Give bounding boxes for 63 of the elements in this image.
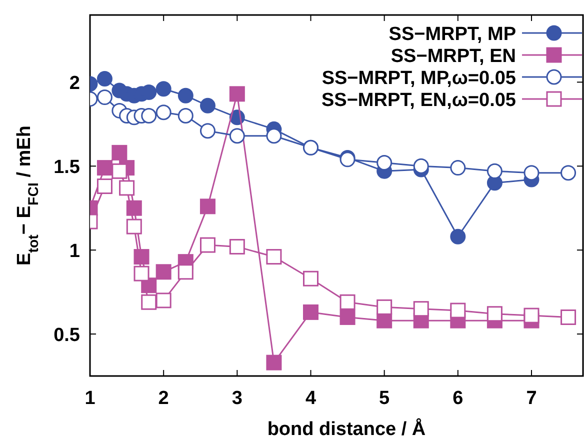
- point: [413, 158, 429, 174]
- point: [200, 198, 216, 214]
- point: [156, 104, 172, 120]
- point: [200, 98, 216, 114]
- x-tick-label: 6: [452, 388, 464, 409]
- point: [96, 71, 112, 87]
- point: [141, 294, 157, 310]
- x-tick-label: 1: [84, 388, 96, 409]
- point: [302, 304, 318, 320]
- legend-label: SS−MRPT, MP: [388, 24, 516, 45]
- y-tick-label: 0.5: [54, 325, 80, 346]
- point: [156, 292, 172, 308]
- point: [200, 237, 216, 253]
- point: [112, 163, 128, 179]
- point: [96, 160, 112, 176]
- point: [340, 294, 356, 310]
- point: [229, 86, 245, 102]
- point: [450, 228, 466, 244]
- legend-label: SS−MRPT, EN,ω=0.05: [321, 90, 516, 111]
- x-axis-title: bond distance / Å: [267, 418, 426, 440]
- y-tick-label: 1: [69, 241, 80, 262]
- point: [376, 299, 392, 315]
- legend-label: SS−MRPT, MP,ω=0.05: [322, 68, 516, 89]
- point: [96, 90, 112, 106]
- point: [141, 108, 157, 124]
- point: [229, 238, 245, 254]
- y-tick-label: 1.5: [54, 157, 80, 178]
- point: [266, 249, 282, 265]
- x-tick-label: 2: [158, 388, 169, 409]
- point: [524, 165, 540, 181]
- point: [96, 178, 112, 194]
- point: [450, 160, 466, 176]
- point: [266, 128, 282, 144]
- point: [450, 302, 466, 318]
- point: [178, 108, 194, 124]
- point: [524, 308, 540, 324]
- point: [200, 123, 216, 139]
- point: [119, 180, 135, 196]
- point: [376, 155, 392, 171]
- x-tick-label: 7: [526, 388, 537, 409]
- point: [126, 218, 142, 234]
- point: [266, 354, 282, 370]
- point: [156, 81, 172, 97]
- point: [486, 306, 502, 322]
- point: [112, 144, 128, 160]
- y-tick-label: 2: [69, 73, 80, 94]
- point: [134, 266, 150, 282]
- point: [340, 309, 356, 325]
- point: [413, 301, 429, 317]
- point: [126, 200, 142, 216]
- point: [156, 264, 172, 280]
- x-tick-label: 3: [232, 388, 242, 409]
- point: [302, 270, 318, 286]
- x-tick-label: 5: [379, 388, 390, 409]
- point: [560, 309, 576, 325]
- point: [178, 264, 194, 280]
- point: [229, 128, 245, 144]
- point: [560, 165, 576, 181]
- point: [134, 249, 150, 265]
- point: [486, 163, 502, 179]
- x-tick-label: 4: [305, 388, 316, 409]
- point: [178, 88, 194, 104]
- legend-label: SS−MRPT, EN: [390, 46, 516, 67]
